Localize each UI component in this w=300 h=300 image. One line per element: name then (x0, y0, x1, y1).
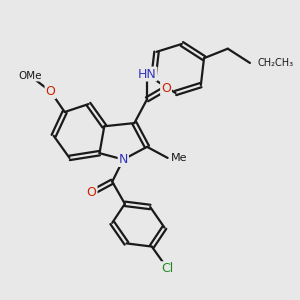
Text: Me: Me (170, 153, 187, 163)
Text: CH₂CH₃: CH₂CH₃ (258, 58, 294, 68)
Text: O: O (161, 82, 171, 95)
Text: N: N (118, 153, 128, 166)
Text: HN: HN (138, 68, 156, 80)
Text: Cl: Cl (161, 262, 174, 275)
Text: O: O (46, 85, 56, 98)
Text: O: O (87, 186, 97, 199)
Text: OMe: OMe (18, 70, 42, 81)
